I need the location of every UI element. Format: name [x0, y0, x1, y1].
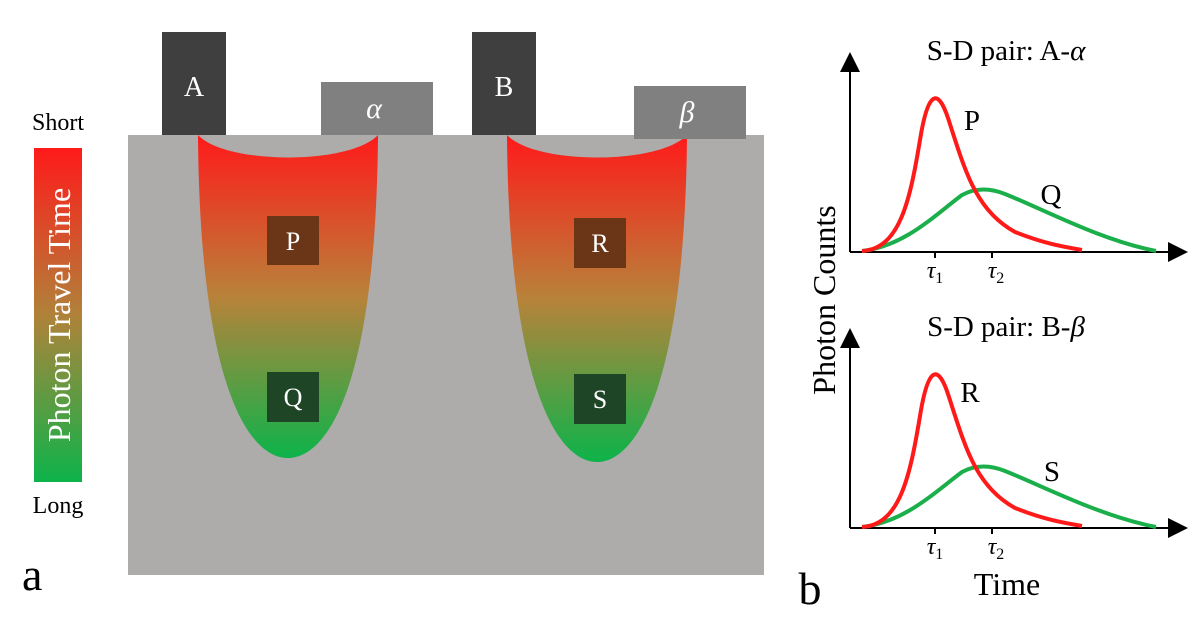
colorbar: Short Photon Travel Time Long — [32, 110, 84, 519]
photon-path-a-alpha — [198, 135, 378, 458]
region-s-label: S — [593, 385, 607, 414]
x-axis-label: Time — [974, 566, 1040, 602]
panel-a: A B α β P Q R S a — [22, 32, 764, 600]
region-q-label: Q — [284, 383, 303, 412]
y-axis-label: Photon Counts — [806, 205, 842, 394]
region-r — [574, 218, 626, 268]
chart-top-label-p: P — [964, 105, 980, 137]
chart-bottom-tick-label-tau2: τ2 — [988, 534, 1005, 563]
chart-bottom-label-r: R — [960, 377, 980, 409]
detector-beta — [634, 86, 746, 139]
colorbar-gradient — [34, 148, 82, 482]
chart-bottom-tick-label-tau1: τ1 — [927, 534, 944, 563]
chart-top-series-q — [861, 187, 1157, 253]
chart-top-tick-label-tau1: τ1 — [927, 258, 944, 287]
colorbar-title: Photon Travel Time — [41, 188, 77, 442]
panel-a-label: a — [22, 549, 42, 600]
panel-b: Photon Counts S-D pair: A-α P Q τ1 τ2 S-… — [799, 35, 1188, 614]
chart-top: S-D pair: A-α P Q τ1 τ2 — [840, 35, 1188, 287]
region-r-label: R — [591, 229, 609, 258]
chart-bottom-series-r — [861, 372, 1083, 529]
colorbar-top-label: Short — [32, 110, 84, 136]
chart-bottom-series-s — [861, 464, 1157, 529]
chart-top-series-p — [861, 96, 1083, 253]
photon-path-b-beta — [507, 135, 687, 462]
chart-bottom: S-D pair: B-β R S τ1 τ2 — [840, 311, 1188, 563]
region-q — [267, 372, 319, 422]
source-b-label: B — [495, 72, 514, 103]
chart-bottom-label-s: S — [1044, 456, 1060, 488]
region-s — [574, 374, 626, 424]
detector-alpha — [321, 82, 433, 135]
source-a — [162, 32, 226, 135]
colorbar-bottom-label: Long — [33, 493, 84, 519]
chart-top-label-q: Q — [1041, 179, 1062, 211]
source-a-label: A — [184, 72, 205, 103]
panel-b-label: b — [799, 563, 822, 614]
region-p — [267, 216, 319, 265]
detector-alpha-label: α — [366, 92, 383, 125]
chart-top-title: S-D pair: A-α — [927, 35, 1086, 67]
detector-beta-label: β — [679, 96, 695, 129]
region-p-label: P — [286, 227, 300, 256]
chart-top-tick-label-tau2: τ2 — [988, 258, 1005, 287]
source-b — [472, 32, 536, 135]
chart-bottom-title: S-D pair: B-β — [927, 311, 1085, 343]
